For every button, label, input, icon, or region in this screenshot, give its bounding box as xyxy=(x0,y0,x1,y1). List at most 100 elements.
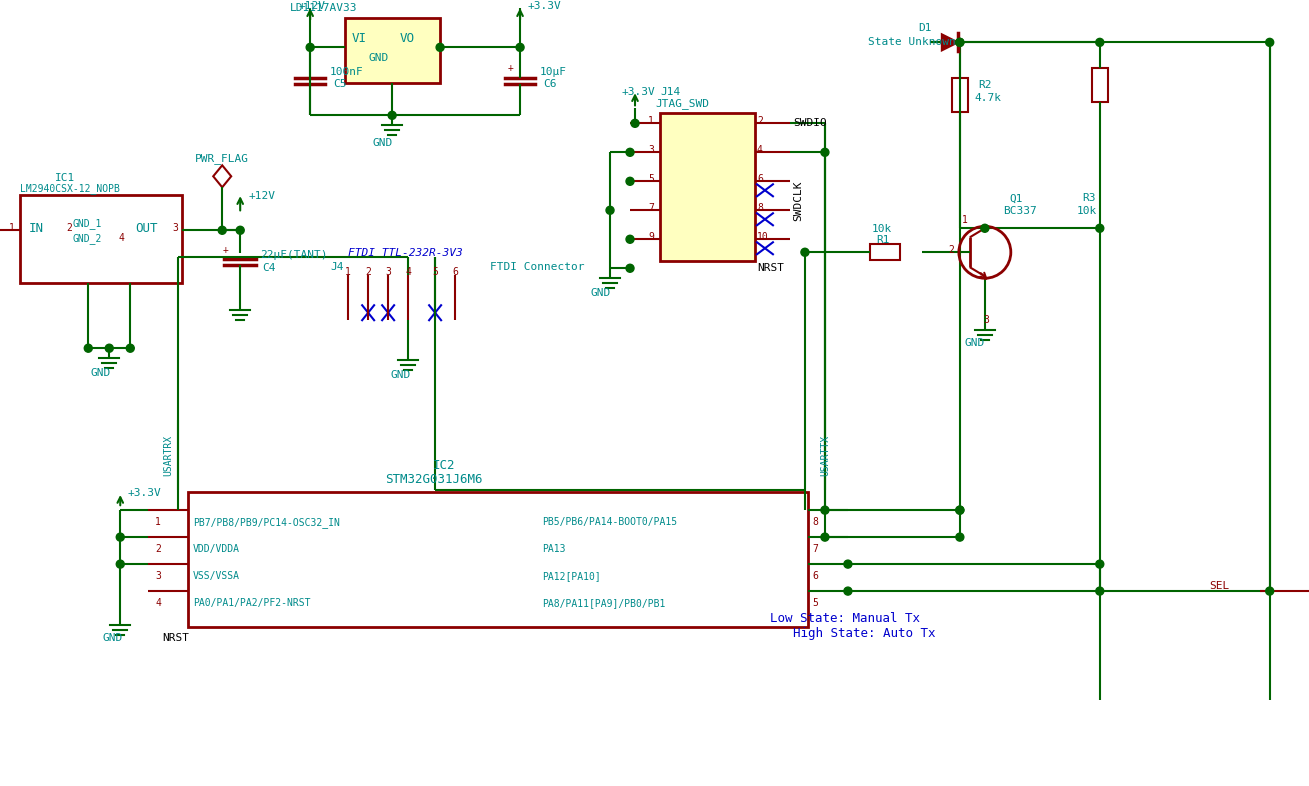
Text: OUT: OUT xyxy=(135,222,158,235)
Text: IC1: IC1 xyxy=(55,173,76,183)
Text: R3: R3 xyxy=(1081,193,1096,204)
Circle shape xyxy=(1096,587,1103,595)
Text: 4: 4 xyxy=(404,267,411,277)
Text: 4.7k: 4.7k xyxy=(975,94,1001,103)
Text: +: + xyxy=(508,64,514,73)
Text: 2: 2 xyxy=(67,223,72,233)
Text: D1: D1 xyxy=(918,24,932,33)
Bar xyxy=(21,195,182,283)
Text: LD1117AV33: LD1117AV33 xyxy=(291,3,357,13)
Text: SEL: SEL xyxy=(1210,581,1230,591)
Circle shape xyxy=(1266,587,1274,595)
Circle shape xyxy=(436,43,444,51)
Text: 10k: 10k xyxy=(872,224,893,234)
Text: 9: 9 xyxy=(648,233,654,242)
Circle shape xyxy=(626,149,634,156)
Text: Q1: Q1 xyxy=(1009,193,1024,204)
Text: 5: 5 xyxy=(812,598,818,608)
Text: 7: 7 xyxy=(648,204,654,213)
Circle shape xyxy=(980,224,988,233)
Text: 2: 2 xyxy=(948,245,954,255)
Text: +12V: +12V xyxy=(298,2,325,11)
Text: 1: 1 xyxy=(962,215,967,226)
Text: USARTTX: USARTTX xyxy=(819,435,830,476)
Text: STM32G031J6M6: STM32G031J6M6 xyxy=(385,472,483,486)
Circle shape xyxy=(306,43,314,51)
Text: GND: GND xyxy=(390,370,411,380)
Text: 10: 10 xyxy=(757,233,768,242)
Circle shape xyxy=(626,235,634,243)
Bar xyxy=(952,79,967,112)
Circle shape xyxy=(126,344,135,352)
Circle shape xyxy=(956,506,963,514)
Text: 5: 5 xyxy=(648,174,654,184)
Bar xyxy=(660,113,755,261)
Circle shape xyxy=(956,533,963,541)
Circle shape xyxy=(801,248,809,256)
Text: IN: IN xyxy=(29,222,43,235)
Bar xyxy=(1092,68,1107,102)
Circle shape xyxy=(389,112,397,119)
Circle shape xyxy=(844,587,852,595)
Text: R2: R2 xyxy=(978,80,991,90)
Text: C6: C6 xyxy=(543,79,556,90)
Text: GND_1: GND_1 xyxy=(72,218,102,229)
Text: 1: 1 xyxy=(648,116,654,127)
Text: 4: 4 xyxy=(156,598,161,608)
Circle shape xyxy=(105,344,114,352)
Text: 1: 1 xyxy=(156,517,161,527)
Circle shape xyxy=(606,206,614,215)
Text: 8: 8 xyxy=(812,517,818,527)
Text: +3.3V: +3.3V xyxy=(528,2,560,11)
Text: PA13: PA13 xyxy=(542,544,565,554)
Circle shape xyxy=(821,149,829,156)
Text: JTAG_SWD: JTAG_SWD xyxy=(654,98,709,108)
Circle shape xyxy=(631,119,639,127)
Text: LM2940CSX-12_NOPB: LM2940CSX-12_NOPB xyxy=(21,183,120,193)
Circle shape xyxy=(1096,39,1103,46)
Circle shape xyxy=(626,264,634,272)
Text: 6: 6 xyxy=(452,267,458,277)
Text: 5: 5 xyxy=(432,267,439,277)
Text: GND: GND xyxy=(368,53,389,64)
Circle shape xyxy=(956,39,963,46)
Text: FTDI Connector: FTDI Connector xyxy=(490,263,585,272)
Text: High State: Auto Tx: High State: Auto Tx xyxy=(793,626,936,640)
Text: 2: 2 xyxy=(365,267,370,277)
Text: +12V: +12V xyxy=(249,191,275,201)
Text: 7: 7 xyxy=(812,544,818,554)
Text: GND: GND xyxy=(102,633,123,643)
Circle shape xyxy=(626,178,634,185)
Circle shape xyxy=(956,506,963,514)
Circle shape xyxy=(117,533,124,541)
Text: 3: 3 xyxy=(984,315,990,325)
Circle shape xyxy=(84,344,92,352)
Text: GND: GND xyxy=(965,338,986,348)
Text: State Unknown: State Unknown xyxy=(868,38,956,47)
Text: 3: 3 xyxy=(156,571,161,581)
Text: VDD/VDDA: VDD/VDDA xyxy=(194,544,241,554)
Text: 100nF: 100nF xyxy=(330,68,364,77)
Text: PB7/PB8/PB9/PC14-OSC32_IN: PB7/PB8/PB9/PC14-OSC32_IN xyxy=(194,516,340,527)
Text: GND: GND xyxy=(590,288,610,298)
Circle shape xyxy=(1096,224,1103,233)
Text: 4: 4 xyxy=(757,145,763,156)
Circle shape xyxy=(1266,39,1274,46)
Text: IC2: IC2 xyxy=(433,459,456,472)
Text: VSS/VSSA: VSS/VSSA xyxy=(194,571,241,581)
Text: NRST: NRST xyxy=(757,263,784,274)
Text: 22μF(TANT): 22μF(TANT) xyxy=(260,250,327,260)
Circle shape xyxy=(844,560,852,568)
Text: R1: R1 xyxy=(876,235,889,245)
Text: 1: 1 xyxy=(9,223,16,233)
Text: VO: VO xyxy=(401,32,415,45)
Text: 10k: 10k xyxy=(1077,206,1097,216)
Text: PWR_FLAG: PWR_FLAG xyxy=(195,152,249,163)
Text: PA0/PA1/PA2/PF2-NRST: PA0/PA1/PA2/PF2-NRST xyxy=(194,598,310,608)
Text: 8: 8 xyxy=(757,204,763,213)
Text: 3: 3 xyxy=(173,223,178,233)
Bar xyxy=(188,492,808,627)
Text: PA8/PA11[PA9]/PB0/PB1: PA8/PA11[PA9]/PB0/PB1 xyxy=(542,598,665,608)
Text: BC337: BC337 xyxy=(1003,206,1037,216)
Text: NRST: NRST xyxy=(162,633,190,643)
